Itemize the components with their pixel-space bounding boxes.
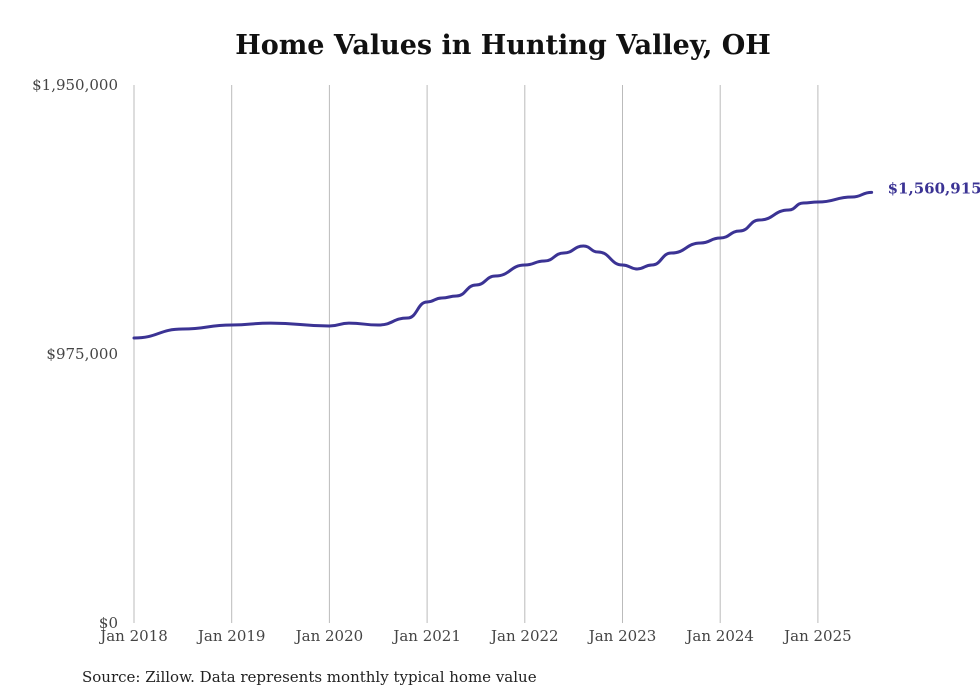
y-tick-label: $0 (99, 614, 118, 632)
y-tick-label: $1,950,000 (32, 76, 118, 94)
x-tick-label: Jan 2018 (98, 627, 168, 645)
end-value-label: $1,560,915 (888, 179, 980, 197)
x-tick-label: Jan 2022 (489, 627, 559, 645)
y-tick-label: $975,000 (46, 345, 118, 363)
x-tick-label: Jan 2024 (684, 627, 754, 645)
chart-title: Home Values in Hunting Valley, OH (235, 30, 771, 61)
series-line (132, 190, 874, 340)
x-tick-label: Jan 2019 (196, 627, 266, 645)
x-tick-label: Jan 2020 (294, 627, 364, 645)
x-tick-label: Jan 2021 (391, 627, 461, 645)
x-tick-label: Jan 2025 (782, 627, 852, 645)
x-tick-label: Jan 2023 (587, 627, 657, 645)
source-note: Source: Zillow. Data represents monthly … (82, 668, 537, 686)
